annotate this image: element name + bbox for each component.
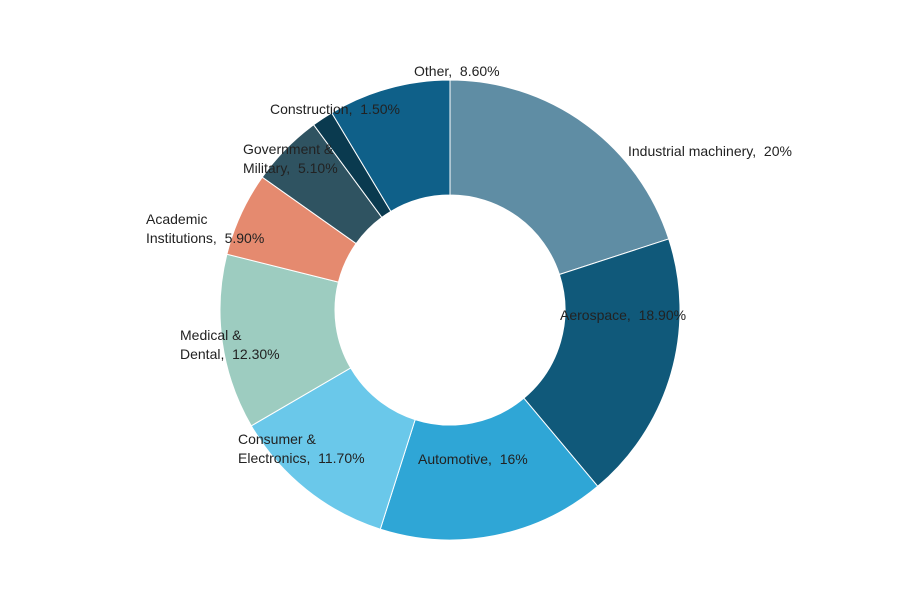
- donut-svg: [0, 0, 900, 600]
- donut-chart: Industrial machinery, 20% Aerospace, 18.9…: [0, 0, 900, 600]
- slice-label: Automotive, 16%: [418, 450, 528, 469]
- donut-slice: [450, 80, 669, 274]
- slice-label: Academic Institutions, 5.90%: [146, 210, 264, 248]
- slice-label: Industrial machinery, 20%: [628, 142, 792, 161]
- slice-label: Consumer & Electronics, 11.70%: [238, 430, 365, 468]
- slice-label: Other, 8.60%: [414, 62, 500, 81]
- slice-label: Aerospace, 18.90%: [560, 306, 686, 325]
- slice-label: Medical & Dental, 12.30%: [180, 326, 280, 364]
- slice-label: Government & Military, 5.10%: [243, 140, 338, 178]
- slice-label: Construction, 1.50%: [270, 100, 400, 119]
